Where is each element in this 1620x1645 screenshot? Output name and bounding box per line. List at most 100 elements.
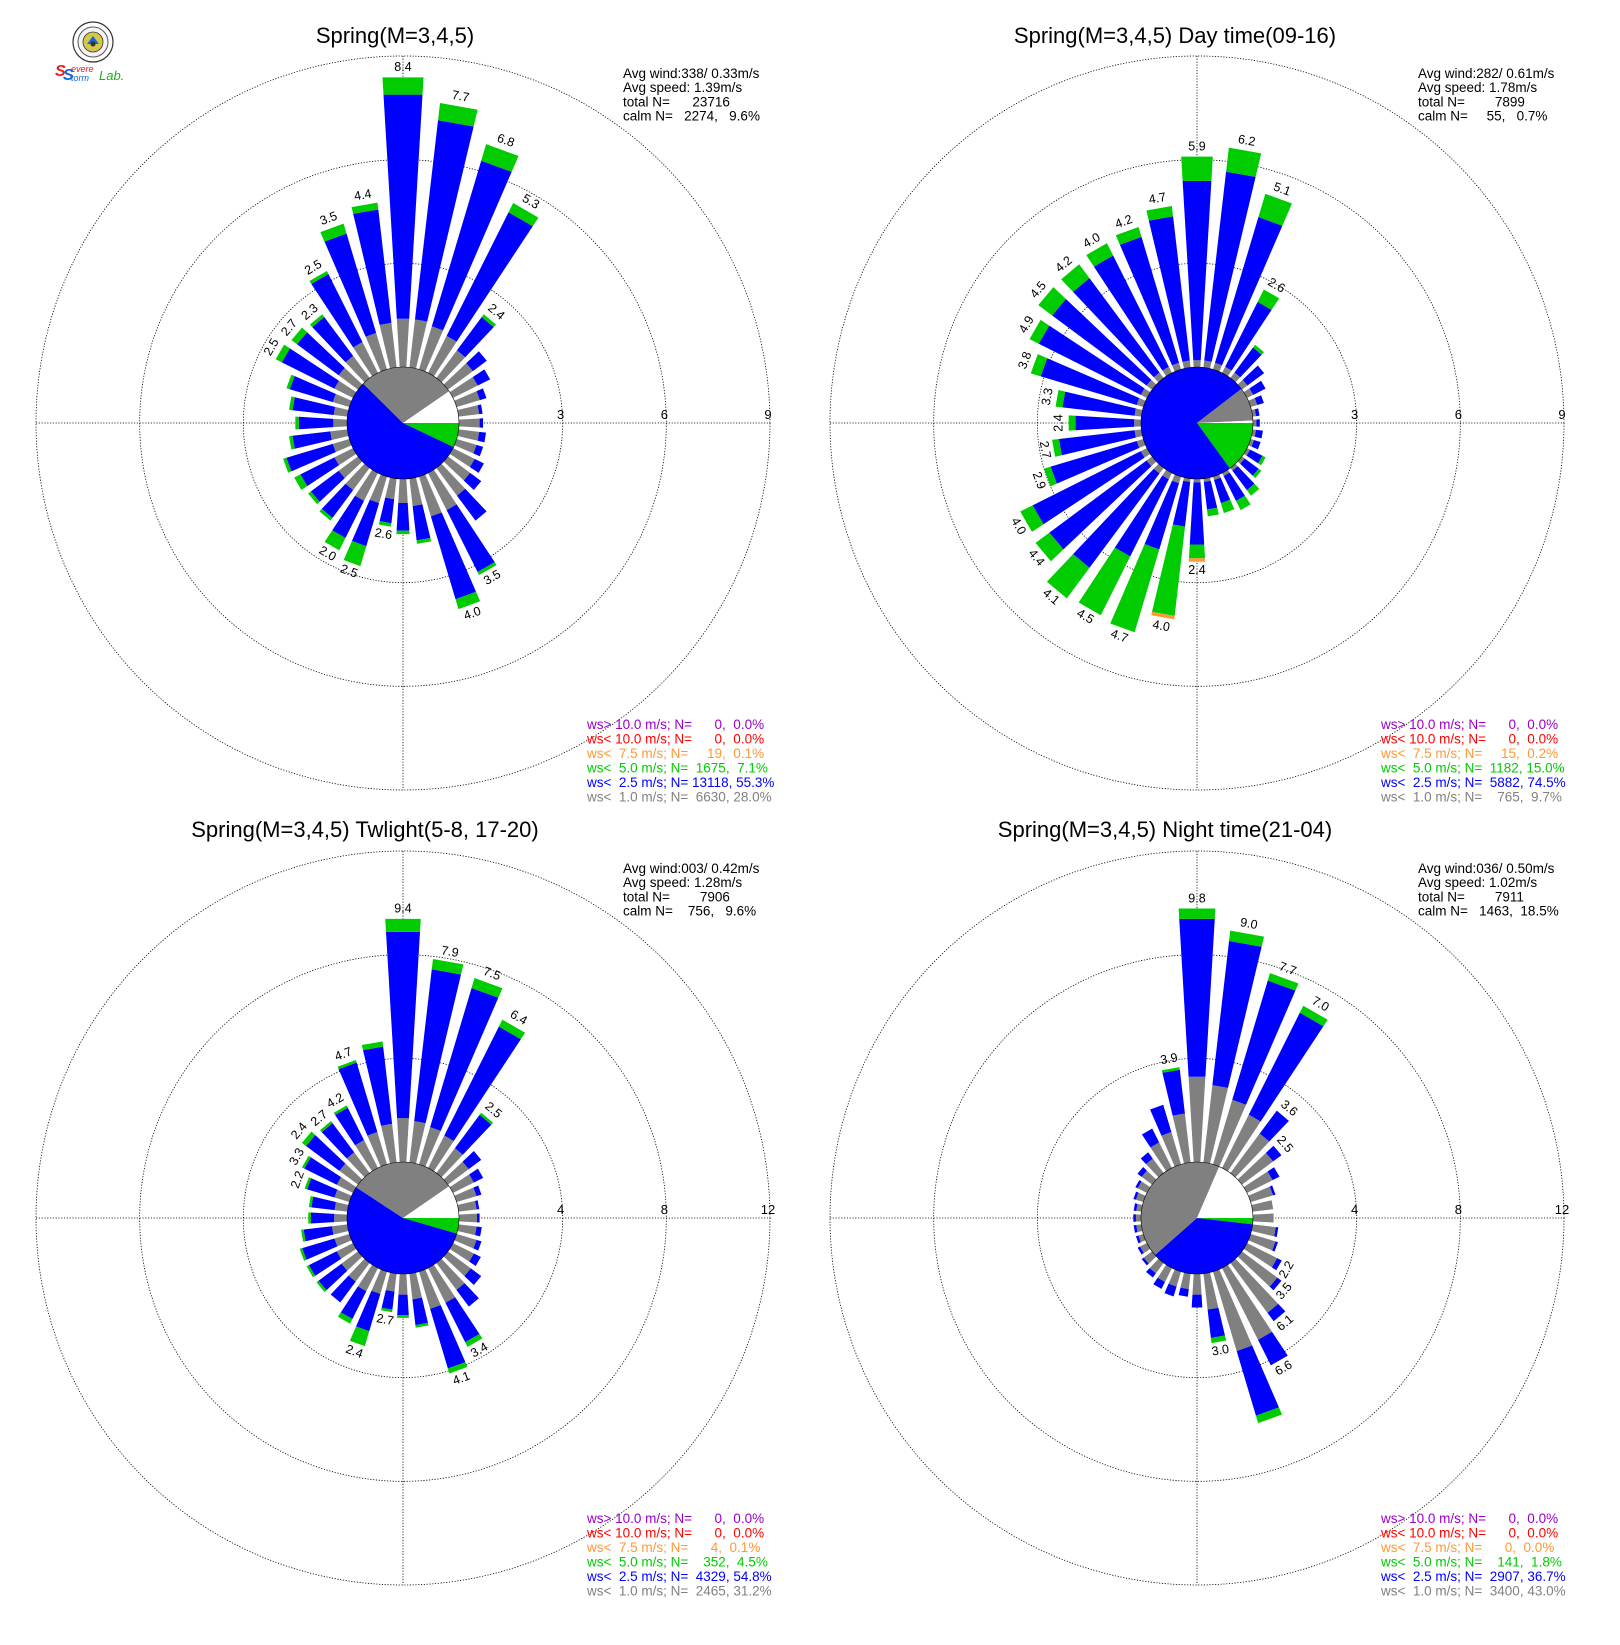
legend-entry: ws> 10.0 m/s; N= 0, 0.0% [586,1511,764,1526]
bar-segment-lt1-290 [1135,1192,1146,1203]
bar-segment-lt1-100 [457,429,480,441]
windrose-panel-4: Spring(M=3,4,5) Night time(21-04) 4 8 12 9.8… [829,817,1569,1599]
bar-segment-lt1-250 [334,1233,352,1247]
bar-segment-lt2_5-150 [445,1297,480,1343]
bar-segment-lt2_5-110 [473,444,484,457]
bar-segment-lt1-210 [355,469,378,501]
panel-title: Spring(M=3,4,5) Twlight(5-8, 17-20) [191,817,538,842]
ring-label: 4 [1351,1202,1358,1217]
bar-segment-lt2_5-90 [1256,419,1260,427]
bar-segment-lt2_5-220 [1073,468,1160,568]
bar-segment-lt1-30 [428,335,457,377]
bar-segment-lt2_5-320 [321,1123,355,1159]
bar-label-0: 5.9 [1188,140,1205,154]
bar-segment-lt5-30 [1257,289,1280,310]
bar-segment-lt2_5-230 [1049,460,1152,550]
bar-segment-lt2_5-310 [1052,299,1152,386]
bar-segment-lt1-250 [332,438,352,453]
bar-segment-lt5-220 [319,508,333,521]
ring-label: 9 [1558,407,1565,422]
bar-segment-lt5-280 [1055,390,1066,408]
ring-label: 4 [557,1202,564,1217]
bar-segment-lt1-130 [443,1251,471,1277]
bar-segment-lt1-230 [1143,1251,1157,1264]
bar-label-190: 2.6 [374,526,394,543]
bar-segment-lt2_5-90 [479,418,484,428]
legend-entry: ws< 10.0 m/s; N= 0, 0.0% [1380,732,1558,747]
stats-line: Avg wind:003/ 0.42m/s [623,861,760,876]
bar-segment-lt2_5-230 [318,1263,348,1291]
legend-entry: ws< 10.0 m/s; N= 0, 0.0% [586,1526,764,1541]
bar-segment-lt1-170 [1203,1272,1219,1310]
bar-segment-lt1-350 [1172,1113,1191,1164]
bar-segment-lt1-120 [1243,1243,1278,1268]
legend-entry: ws< 5.0 m/s; N= 352, 4.5% [586,1555,768,1570]
bar-label-250: 2.9 [1030,470,1049,491]
svg-text:S: S [55,63,66,80]
bar-segment-lt1-90 [1252,419,1257,427]
bar-label-10: 7.9 [440,943,460,960]
bar-segment-lt2_5-310 [1137,1167,1147,1177]
bar-segment-lt1-220 [1149,1258,1164,1274]
bar-segment-lt2_5-40 [1234,347,1262,378]
bar-segment-lt1-210 [1157,1264,1172,1282]
stats-line: calm N= 756, 9.6% [623,904,756,919]
bar-segment-lt2_5-50 [1265,1145,1282,1162]
bar-segment-lt5-0 [1178,908,1216,919]
legend-entry: ws< 2.5 m/s; N= 5882, 74.5% [1380,775,1566,790]
bar-label-0: 9.8 [1188,891,1205,905]
bar-segment-lt5-180 [397,1315,409,1318]
bar-segment-lt1-140 [1230,1258,1279,1313]
bar-segment-lt5-0 [382,77,424,95]
bar-segment-lt5-40 [481,314,497,328]
center-pie-outline [1140,366,1254,480]
bar-segment-lt2_5-170 [412,1297,428,1326]
bar-segment-lt2_5-170 [1203,480,1218,510]
bar-segment-lt2_5-40 [456,317,494,358]
bar-label-340: 4.2 [1113,212,1134,231]
bar-segment-lt1-350 [381,1123,397,1164]
bar-segment-lt2_5-80 [477,404,483,415]
bar-segment-lt2_5-10 [1204,171,1256,362]
pie-slice-calm [1197,1166,1253,1218]
bar-segment-lt1-270 [334,1213,348,1223]
bar-segment-lt5-350 [361,1041,384,1051]
bar-segment-lt1-0 [1188,1076,1206,1163]
bar-segment-lt1-290 [1136,398,1146,408]
bar-segment-lt5-180 [1188,544,1206,559]
bar-segment-lt5-170 [1207,507,1219,517]
pie-slice-lt1 [1197,388,1253,423]
bar-segment-lt5-230 [316,1280,327,1293]
bar-segment-lt5-210 [1078,547,1131,616]
bar-label-290: 3.8 [1015,350,1034,371]
bar-segment-lt1-200 [371,1269,388,1295]
bar-segment-lt2_5-100 [1274,1227,1279,1237]
bar-segment-lt1-0 [397,1118,409,1163]
pie-slice-lt2_5 [1154,1218,1253,1274]
pie-slice-lt2_5 [347,383,454,479]
bar-segment-lt1-90 [458,418,480,428]
center-pie-outline [346,366,460,480]
bar-segment-lt2_5-310 [306,1135,346,1171]
bar-segment-lt1-160 [1212,1269,1253,1352]
bar-segment-lt2_5-150 [446,504,495,572]
bar-segment-lt1-260 [1136,1224,1143,1233]
bar-label-340: 3.5 [318,209,339,228]
bar-segment-lt5-150 [477,562,497,576]
bar-segment-lt1-10 [1203,1085,1228,1164]
bar-segment-lt2_5-80 [475,1200,480,1210]
bar-segment-lt5-0 [385,918,421,932]
bar-segment-lt1-150 [428,469,457,511]
bar-segment-lt5-140 [1246,483,1260,496]
bar-segment-lt2_5-120 [1271,1258,1282,1271]
bar-segment-lt1-70 [1248,1186,1274,1203]
bar-segment-lt2_5-350 [353,209,392,325]
svg-text:S: S [63,67,74,84]
bar-segment-lt5-230 [1035,532,1064,562]
bar-segment-lt1-280 [1134,408,1143,417]
legend-entry: ws< 7.5 m/s; N= 4, 0.1% [586,1540,760,1555]
bar-segment-lt2_5-140 [456,488,487,521]
bar-segment-lt1-170 [409,1272,422,1300]
bar-segment-lt5-160 [455,591,481,610]
bar-segment-lt2_5-80 [1254,408,1260,417]
